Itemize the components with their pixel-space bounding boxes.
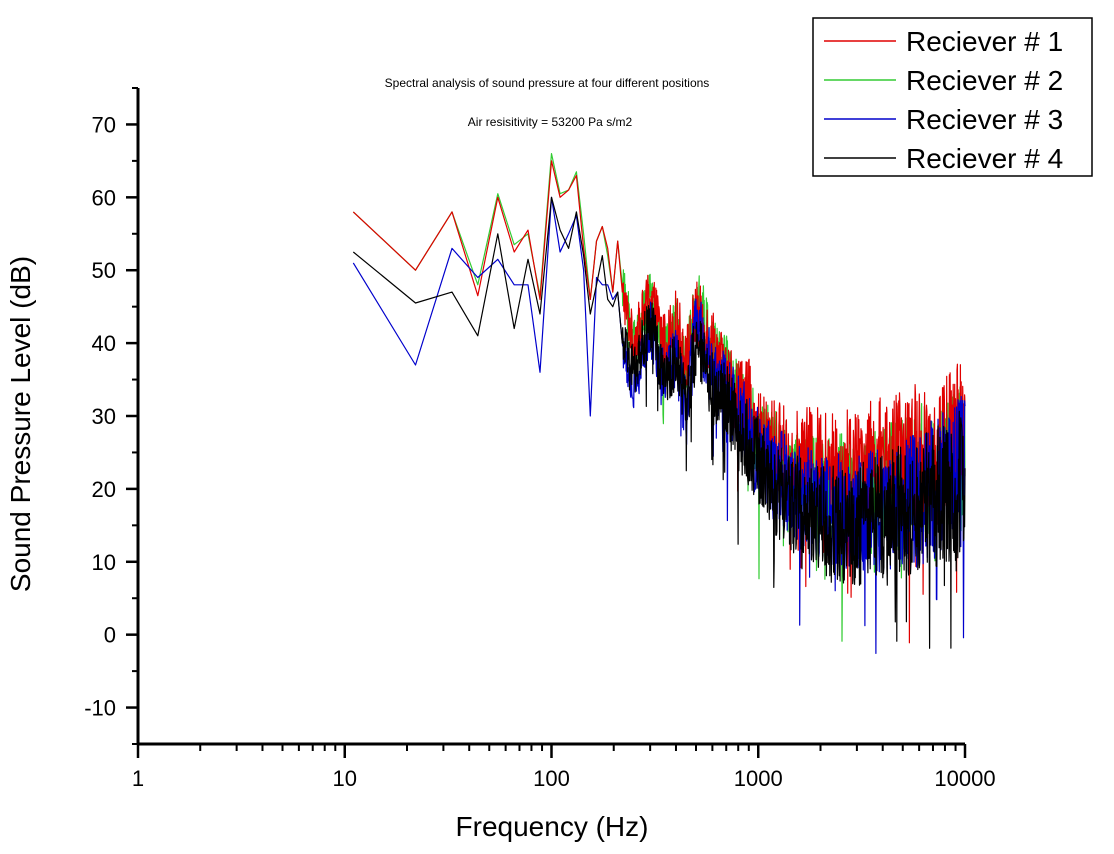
x-tick-label: 1	[132, 766, 144, 791]
y-tick-label: 0	[104, 623, 116, 648]
y-tick-label: 50	[92, 258, 116, 283]
x-axis-title: Frequency (Hz)	[456, 811, 649, 842]
legend-label: Reciever # 3	[906, 104, 1063, 135]
y-tick-label: -10	[84, 696, 116, 721]
legend: Reciever # 1 Reciever # 2 Reciever # 3 Reci…	[812, 17, 1093, 177]
y-tick-label: 10	[92, 550, 116, 575]
chart-title: Spectral analysis of sound pressure at f…	[385, 76, 710, 90]
plot-layer	[352, 153, 966, 654]
series-line-1	[352, 160, 966, 644]
axes-layer: -10 0 10 20 30 40 50 60 70 1 10 100 1000 10000	[84, 87, 996, 791]
y-tick-label: 60	[92, 185, 116, 210]
legend-label: Reciever # 4	[906, 143, 1063, 174]
y-tick-label: 20	[92, 477, 116, 502]
series-line-2	[352, 153, 966, 642]
legend-label: Reciever # 1	[906, 26, 1063, 57]
series-line-4	[352, 196, 966, 649]
x-tick-label: 10	[333, 766, 357, 791]
legend-label: Reciever # 2	[906, 65, 1063, 96]
chart-subtitle: Air resisitivity = 53200 Pa s/m2	[468, 115, 633, 129]
x-tick-label: 1000	[734, 766, 783, 791]
x-tick-label: 100	[533, 766, 570, 791]
x-tick-label: 10000	[934, 766, 995, 791]
y-tick-label: 40	[92, 331, 116, 356]
y-tick-label: 30	[92, 404, 116, 429]
legend-box	[812, 17, 1093, 177]
y-tick-label: 70	[92, 112, 116, 137]
y-axis-title: Sound Pressure Level (dB)	[5, 256, 36, 592]
